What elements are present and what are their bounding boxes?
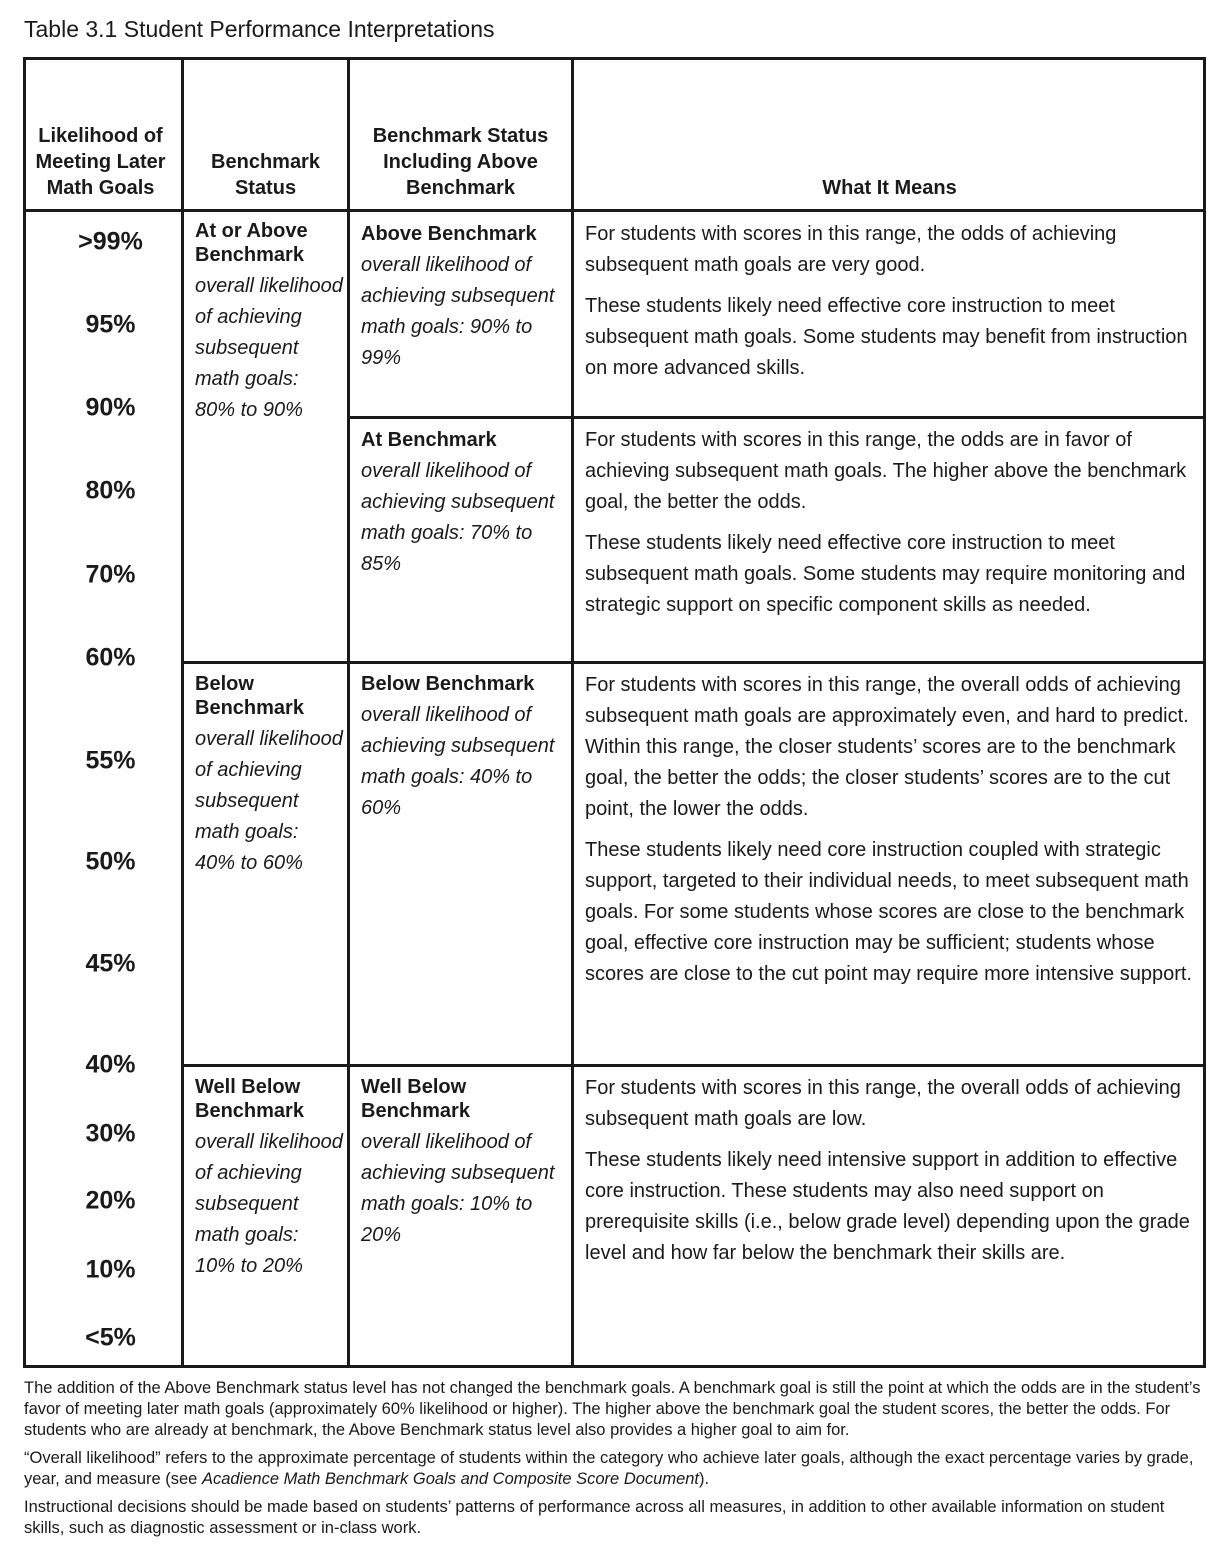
- status-cell: At or Above Benchmark overall likelihood …: [195, 219, 343, 426]
- column-header: Likelihood of Meeting Later Math Goals: [23, 60, 178, 209]
- sub-status-description: overall likelihood of achieving subseque…: [361, 254, 555, 369]
- likelihood-label: 95%: [85, 310, 136, 339]
- header-text: What It Means: [822, 177, 957, 199]
- likelihood-label: 80%: [85, 476, 136, 505]
- sub-status-cell: Below Benchmark overall likelihood of ach…: [361, 672, 561, 824]
- status-cell: Below Benchmark overall likelihood of ach…: [195, 672, 343, 879]
- status-cell: Well Below Benchmark overall likelihood o…: [195, 1075, 343, 1282]
- note: Instructional decisions should be made b…: [24, 1498, 1165, 1537]
- sub-status-description: overall likelihood of achieving subseque…: [361, 460, 555, 575]
- likelihood-label: 10%: [85, 1255, 136, 1284]
- sub-status-title: Below Benchmark: [361, 673, 535, 695]
- likelihood-label: 30%: [85, 1119, 136, 1148]
- status-description: overall likelihood of achieving subseque…: [195, 275, 343, 421]
- likelihood-label: >99%: [78, 227, 143, 256]
- header-line: [26, 209, 1203, 212]
- likelihood-label: <5%: [85, 1323, 136, 1352]
- sub-status-title: Well Below Benchmark: [361, 1076, 470, 1122]
- note: “Overall likelihood” refers to the appro…: [24, 1448, 1204, 1490]
- meaning-paragraph: For students with scores in this range, …: [585, 674, 1189, 820]
- sub-status-title: Above Benchmark: [361, 223, 537, 245]
- row-line: [347, 416, 1205, 419]
- column-line: [181, 60, 184, 1365]
- likelihood-label: 60%: [85, 643, 136, 672]
- note-text: “Overall likelihood” refers to the appro…: [24, 1449, 1194, 1488]
- table-title: Table 3.1 Student Performance Interpreta…: [24, 16, 495, 42]
- note-text: ).: [699, 1470, 710, 1488]
- likelihood-label: 40%: [85, 1050, 136, 1079]
- row-line: [181, 1064, 1205, 1067]
- meaning-paragraph: For students with scores in this range, …: [585, 223, 1117, 276]
- column-line: [347, 60, 350, 1365]
- meaning-paragraph: These students likely need effective cor…: [585, 532, 1186, 616]
- likelihood-label: 50%: [85, 847, 136, 876]
- status-title: Below Benchmark: [195, 673, 304, 719]
- header-text: Likelihood of Meeting Later Math Goals: [35, 125, 166, 199]
- likelihood-label: 55%: [85, 746, 136, 775]
- meaning-cell: For students with scores in this range, …: [585, 670, 1195, 1000]
- meaning-cell: For students with scores in this range, …: [585, 1073, 1195, 1279]
- row-line: [181, 661, 1205, 664]
- likelihood-label: 70%: [85, 560, 136, 589]
- sub-status-cell: Well Below Benchmark overall likelihood o…: [361, 1075, 561, 1251]
- column-header: What It Means: [574, 60, 1205, 209]
- sub-status-title: At Benchmark: [361, 429, 497, 451]
- status-description: overall likelihood of achieving subseque…: [195, 728, 343, 874]
- column-line: [571, 60, 574, 1365]
- sub-status-cell: Above Benchmark overall likelihood of ach…: [361, 222, 561, 374]
- sub-status-description: overall likelihood of achieving subseque…: [361, 704, 555, 819]
- sub-status-description: overall likelihood of achieving subseque…: [361, 1131, 555, 1246]
- likelihood-label: 90%: [85, 393, 136, 422]
- note-citation: Acadience Math Benchmark Goals and Compo…: [201, 1470, 700, 1488]
- note: The addition of the Above Benchmark stat…: [24, 1379, 1201, 1439]
- likelihood-label: 45%: [85, 949, 136, 978]
- meaning-paragraph: For students with scores in this range, …: [585, 1077, 1181, 1130]
- notes: The addition of the Above Benchmark stat…: [24, 1378, 1204, 1546]
- status-title: At or Above Benchmark: [195, 220, 308, 266]
- status-description: overall likelihood of achieving subseque…: [195, 1131, 343, 1277]
- column-header: Benchmark Status: [184, 60, 347, 209]
- header-text: Benchmark Status Including Above Benchma…: [372, 125, 549, 199]
- meaning-paragraph: These students likely need core instruct…: [585, 839, 1192, 985]
- likelihood-label: 20%: [85, 1186, 136, 1215]
- meaning-cell: For students with scores in this range, …: [585, 219, 1195, 394]
- table: Likelihood of Meeting Later Math Goals Be…: [23, 57, 1206, 1368]
- sub-status-cell: At Benchmark overall likelihood of achiev…: [361, 428, 561, 580]
- meaning-paragraph: These students likely need effective cor…: [585, 295, 1188, 379]
- meaning-cell: For students with scores in this range, …: [585, 425, 1195, 631]
- header-text: Benchmark Status: [211, 151, 320, 199]
- meaning-paragraph: These students likely need intensive sup…: [585, 1149, 1190, 1264]
- meaning-paragraph: For students with scores in this range, …: [585, 429, 1187, 513]
- status-title: Well Below Benchmark: [195, 1076, 304, 1122]
- column-header: Benchmark Status Including Above Benchma…: [350, 60, 571, 209]
